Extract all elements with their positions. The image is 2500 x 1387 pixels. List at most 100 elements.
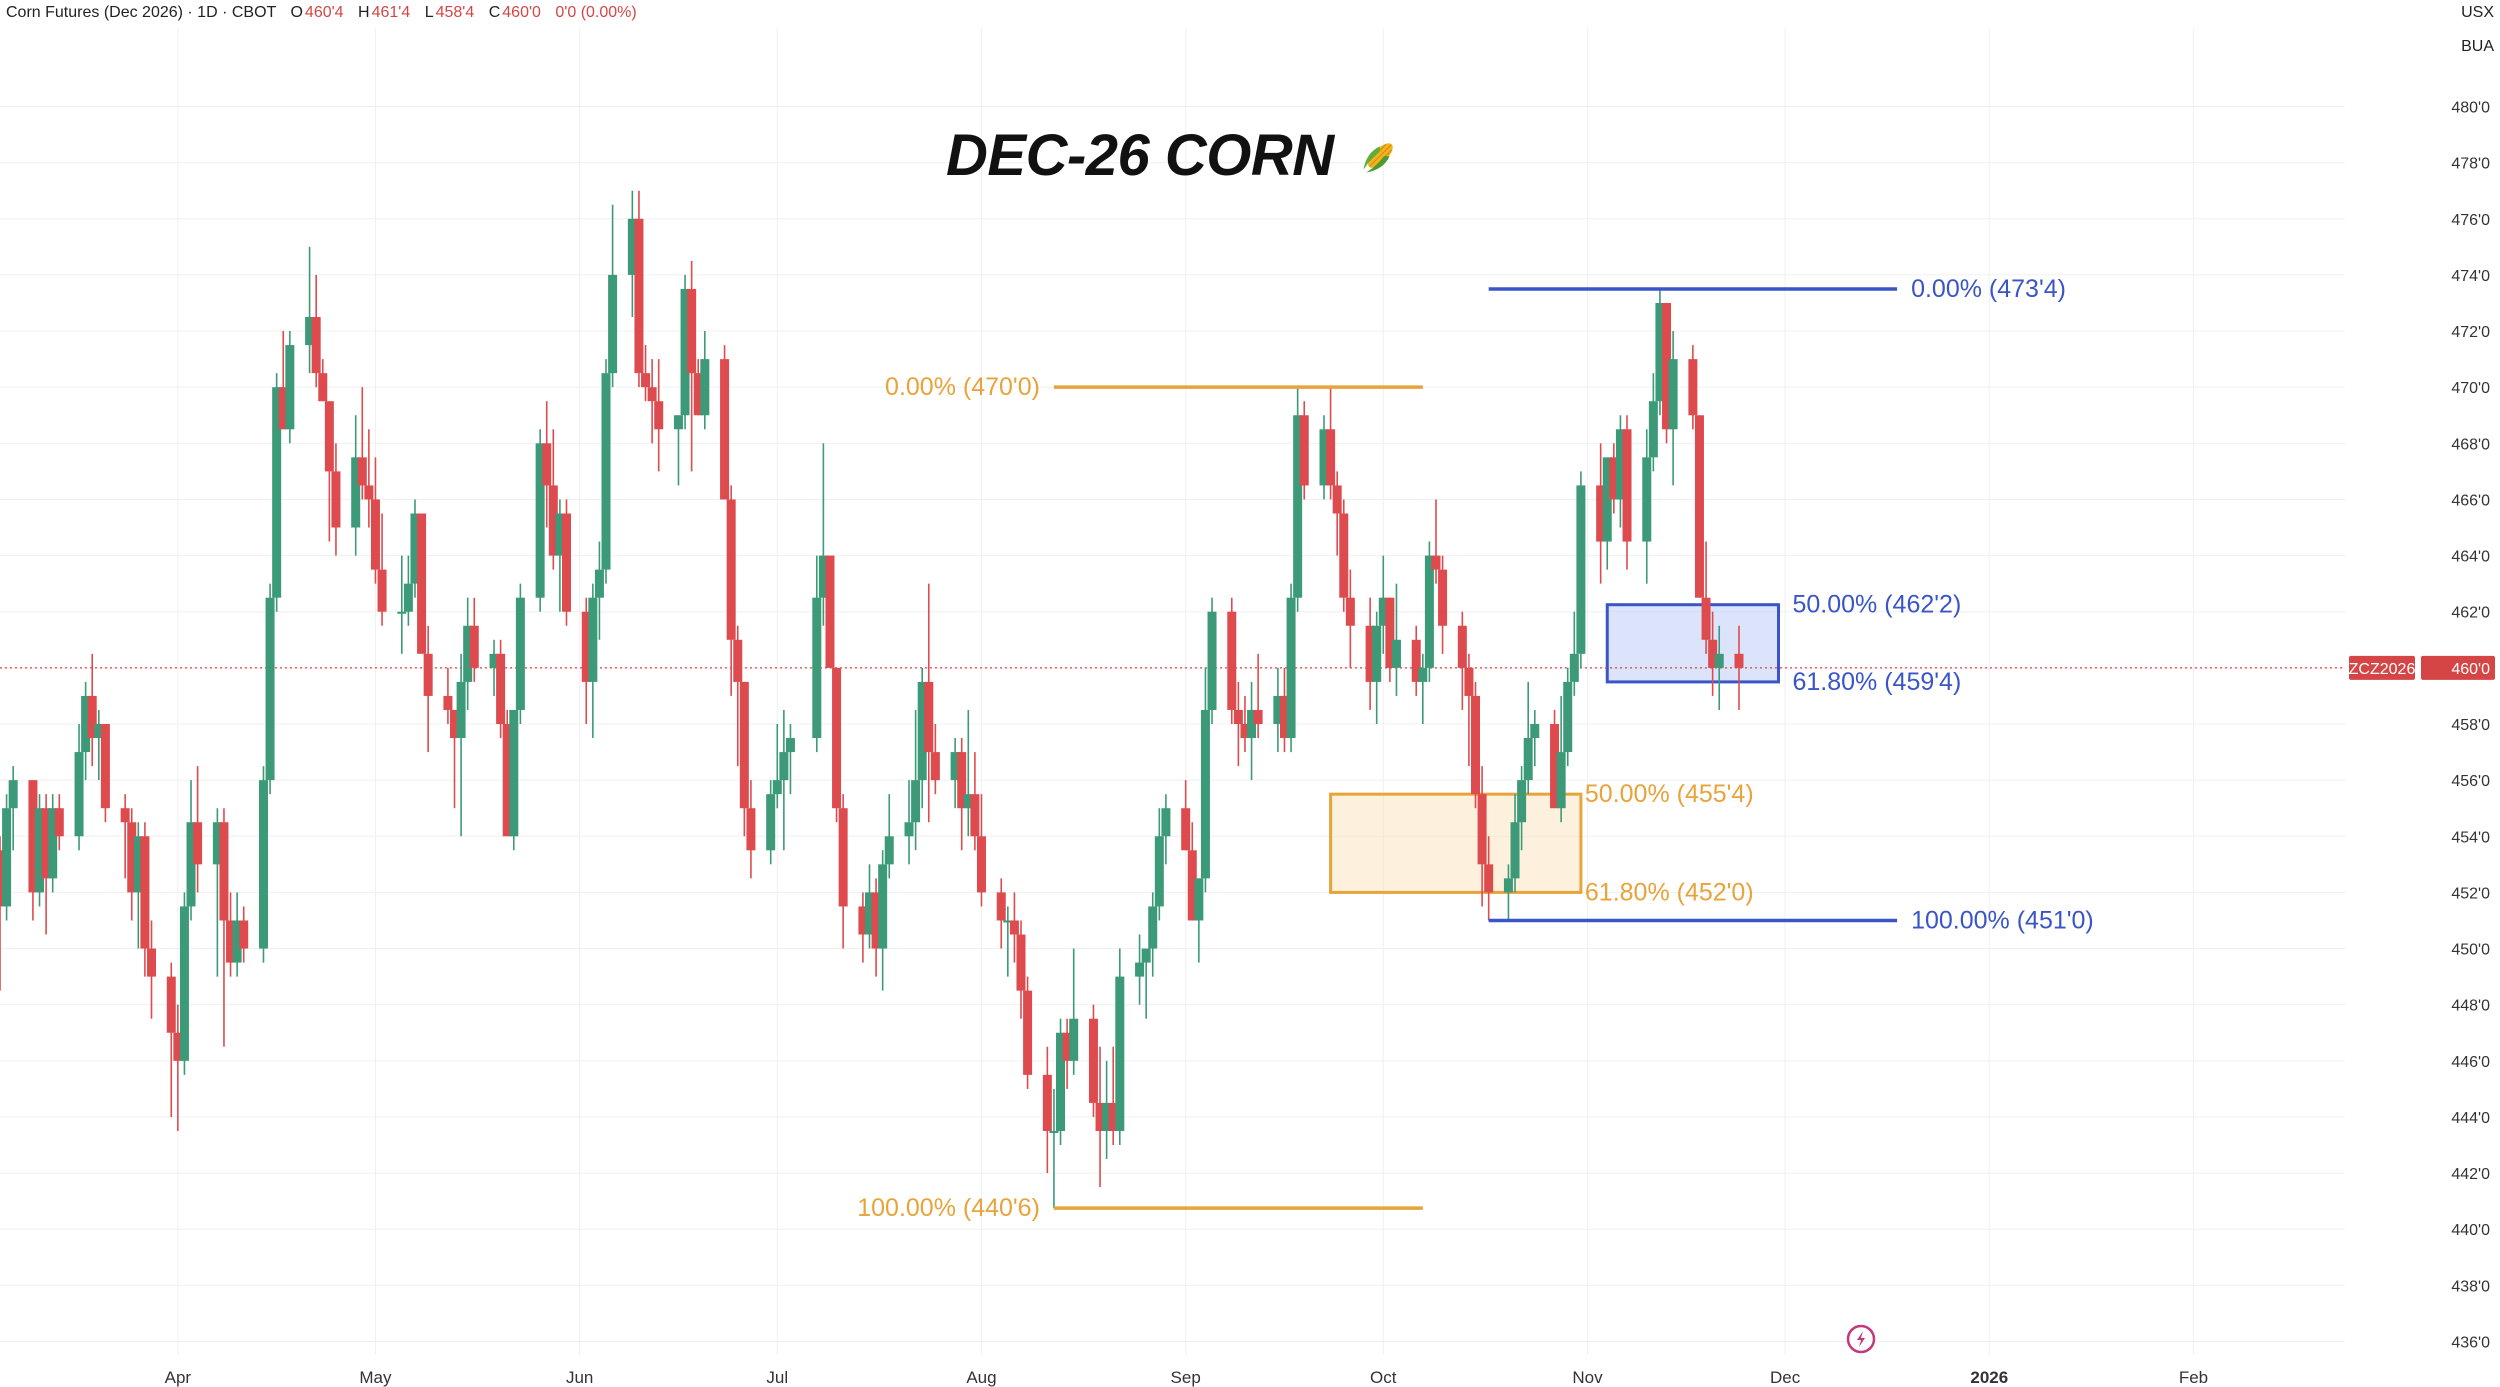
candle-body (1484, 864, 1494, 893)
open-value: 460'4 (304, 4, 344, 21)
price-axis: 480'0 478'0 476'0 474'0 472'0 470'0 468'0 466'0… (2451, 100, 2490, 1352)
fibonacci-zones (0, 603, 2345, 894)
candle-body (1411, 639, 1421, 682)
fib-zone-orange (1329, 792, 1583, 894)
candle-body (87, 695, 97, 739)
candle-body (1648, 401, 1658, 458)
fib-orange-level-label: 0.00% (470'0) (885, 373, 1040, 401)
candle-body (179, 906, 189, 1061)
candle-body (502, 724, 512, 837)
candle-body (1622, 429, 1632, 542)
x-tick-label: Sep (1171, 1368, 1201, 1387)
candle-body (1003, 920, 1013, 923)
y-tick-label: 468'0 (2451, 436, 2490, 453)
candle-body (450, 709, 460, 739)
candle-body (1102, 1102, 1112, 1131)
currency-label[interactable]: USX (2461, 4, 2494, 21)
candle-body (963, 794, 973, 809)
candle-body (1253, 709, 1263, 724)
candle-body (654, 401, 664, 430)
candle-body (1200, 709, 1210, 879)
candle-body (515, 597, 525, 710)
candle-body (1457, 625, 1467, 668)
candle-body (1662, 302, 1672, 430)
candle-body (1194, 878, 1204, 921)
candle-body (219, 822, 229, 921)
high-label: H (358, 4, 370, 21)
candle-body (641, 373, 651, 388)
candle-body (970, 794, 980, 837)
candle-body (1345, 597, 1355, 626)
candle-body (878, 864, 888, 949)
candle-body (561, 513, 571, 612)
candle-body (1279, 695, 1289, 739)
candle-body (463, 625, 473, 682)
candle-body (1424, 555, 1434, 668)
candle-body (1293, 415, 1303, 598)
candle-body (1503, 878, 1513, 893)
candle-body (1332, 485, 1342, 514)
candle-body (1372, 625, 1382, 682)
y-tick-label: 470'0 (2451, 380, 2490, 397)
candle-body (1615, 429, 1625, 500)
candle-body (258, 780, 268, 949)
y-tick-label: 462'0 (2451, 605, 2490, 622)
candle-body (1062, 1032, 1072, 1061)
candle-body (627, 218, 637, 275)
y-tick-label: 452'0 (2451, 885, 2490, 902)
candle-body (423, 653, 433, 696)
candle-body (1708, 639, 1718, 668)
x-tick-label: Oct (1370, 1368, 1397, 1387)
candle-body (647, 387, 657, 402)
chart-title: DEC-26 CORN (946, 122, 1401, 189)
x-tick-label: Aug (966, 1368, 996, 1387)
candle-body (74, 752, 84, 837)
fib-blue-level-label: 0.00% (473'4) (1911, 275, 2066, 303)
candle-body (858, 906, 868, 935)
candle-body (318, 373, 328, 402)
fibonacci-levels: 0.00% (470'0) 100.00% (440'6) 50.00% (455'… (857, 275, 2094, 1222)
y-tick-label: 474'0 (2451, 268, 2490, 285)
candle-body (212, 822, 222, 865)
candle-body (226, 920, 236, 963)
low-value: 458'4 (435, 4, 475, 21)
candle-body (1187, 850, 1197, 921)
candle-body (864, 892, 874, 935)
candle-body (1464, 667, 1474, 696)
candle-body (1016, 934, 1026, 991)
x-tick-label: Jun (566, 1368, 593, 1387)
price-tag-value: 460'0 (2451, 661, 2490, 678)
candle-body (1609, 457, 1619, 500)
candle-body (1326, 429, 1336, 486)
candle-body (469, 625, 479, 668)
overlays: ZCZ2026 460'0 (1846, 655, 2495, 1354)
candle-body (766, 794, 776, 851)
candle-body (601, 373, 611, 570)
candle-body (186, 822, 196, 907)
candle-body (81, 695, 91, 753)
candle-body (726, 499, 736, 640)
candle-body (1181, 808, 1191, 851)
y-tick-label: 442'0 (2451, 1166, 2490, 1183)
candle-body (917, 681, 927, 781)
candle-body (1141, 948, 1151, 963)
symbol-header[interactable]: Corn Futures (Dec 2026) · 1D · CBOT O 460… (6, 4, 637, 22)
candle-body (904, 822, 914, 837)
candle-body (1049, 1130, 1059, 1133)
time-axis: Apr May Jun Jul Aug Sep Oct Nov Dec 2026 Feb (165, 1368, 2209, 1387)
candle-body (1418, 667, 1428, 682)
candle-body (693, 373, 703, 416)
candle-body (1240, 724, 1250, 739)
candle-body (1391, 639, 1401, 668)
candle-body (976, 836, 986, 893)
candle-body (746, 808, 756, 851)
symbol-tag (2349, 655, 2415, 680)
y-tick-label: 476'0 (2451, 212, 2490, 229)
candle-body (1299, 415, 1309, 486)
candle-body (779, 752, 789, 781)
unit-label[interactable]: BUA (2461, 38, 2494, 55)
candle-body (1319, 429, 1329, 486)
candle-body (410, 513, 420, 584)
candle-body (403, 583, 413, 612)
